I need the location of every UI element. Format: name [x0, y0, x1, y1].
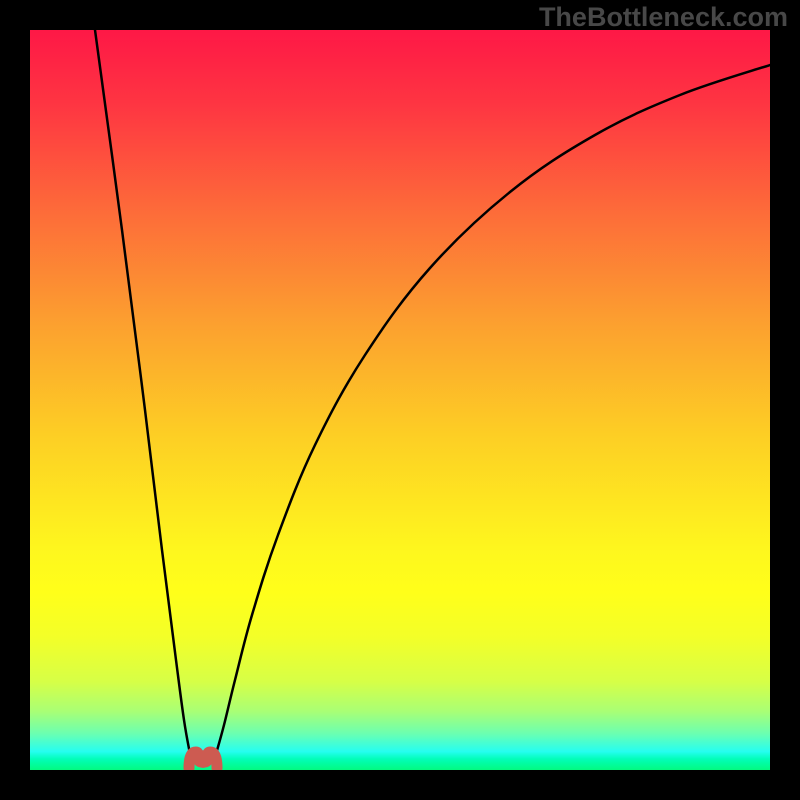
plot-area	[30, 30, 770, 770]
attribution-text: TheBottleneck.com	[539, 2, 788, 33]
left-curve	[95, 30, 190, 754]
valley-marker	[189, 752, 217, 768]
chart-svg	[30, 30, 770, 770]
right-curve	[216, 65, 770, 754]
outer-frame: TheBottleneck.com	[0, 0, 800, 800]
